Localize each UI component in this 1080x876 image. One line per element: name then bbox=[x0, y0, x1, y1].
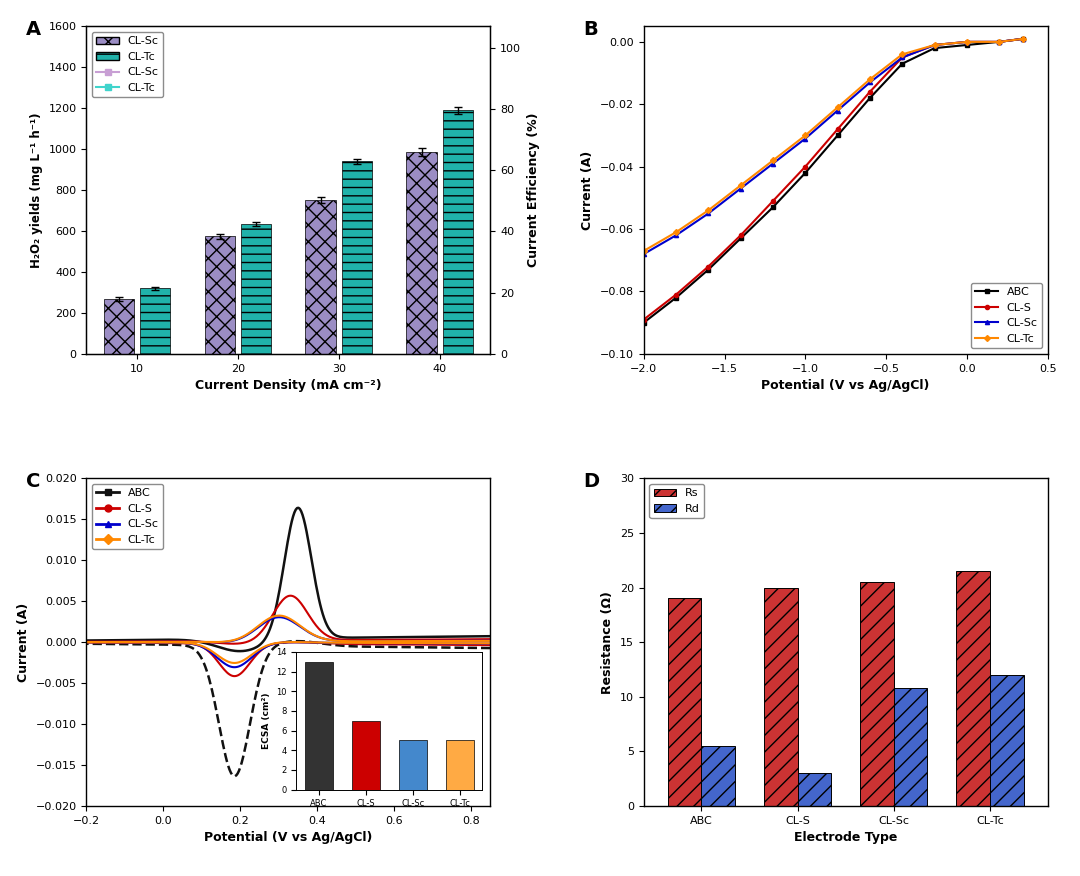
Text: B: B bbox=[583, 20, 598, 39]
CL-S bbox=[734, 230, 747, 241]
CL-Sc bbox=[670, 230, 683, 241]
Legend: ABC, CL-S, CL-Sc, CL-Tc: ABC, CL-S, CL-Sc, CL-Tc bbox=[92, 484, 163, 549]
X-axis label: Electrode Type: Electrode Type bbox=[794, 831, 897, 844]
CL-Sc bbox=[637, 249, 650, 259]
CL-S bbox=[895, 53, 908, 63]
Bar bbox=[406, 152, 436, 354]
Bar bbox=[701, 745, 735, 806]
Bar bbox=[306, 201, 336, 354]
Bar bbox=[443, 110, 473, 354]
CL-Sc bbox=[863, 77, 876, 88]
CL-Sc bbox=[960, 37, 973, 47]
CL-Tc bbox=[734, 180, 747, 191]
Bar bbox=[956, 571, 990, 806]
CL-S bbox=[832, 124, 845, 135]
CL-Sc bbox=[928, 39, 941, 50]
Bar bbox=[860, 582, 894, 806]
CL-Tc bbox=[702, 205, 715, 215]
CL-Tc bbox=[799, 131, 812, 141]
CL-Tc bbox=[928, 39, 941, 50]
Line: ABC: ABC bbox=[642, 37, 1025, 325]
CL-Sc bbox=[767, 159, 780, 169]
CL-Sc bbox=[1017, 33, 1030, 44]
CL-Tc bbox=[637, 245, 650, 256]
CL-Tc bbox=[767, 155, 780, 166]
ABC bbox=[960, 39, 973, 50]
Line: CL-Sc: CL-Sc bbox=[642, 37, 1025, 256]
Text: A: A bbox=[26, 20, 41, 39]
ABC bbox=[670, 293, 683, 303]
CL-Sc bbox=[799, 133, 812, 144]
ABC bbox=[895, 59, 908, 69]
CL-S bbox=[928, 39, 941, 50]
Legend: ABC, CL-S, CL-Sc, CL-Tc: ABC, CL-S, CL-Sc, CL-Tc bbox=[971, 283, 1042, 349]
Text: D: D bbox=[583, 472, 599, 491]
CL-S bbox=[1017, 33, 1030, 44]
CL-Tc bbox=[960, 37, 973, 47]
CL-Tc bbox=[670, 227, 683, 237]
CL-Sc bbox=[702, 208, 715, 219]
CL-Sc bbox=[895, 53, 908, 63]
Bar bbox=[204, 237, 234, 354]
CL-Sc bbox=[993, 37, 1005, 47]
Bar bbox=[990, 675, 1024, 806]
ABC bbox=[928, 43, 941, 53]
ABC bbox=[702, 265, 715, 275]
Line: CL-S: CL-S bbox=[642, 37, 1025, 321]
CL-S bbox=[767, 195, 780, 206]
Legend: Rs, Rd: Rs, Rd bbox=[649, 484, 704, 519]
Bar bbox=[798, 774, 832, 806]
CL-Tc bbox=[895, 49, 908, 60]
Line: CL-Tc: CL-Tc bbox=[642, 37, 1025, 253]
CL-S bbox=[863, 87, 876, 97]
Bar bbox=[667, 598, 701, 806]
CL-Sc bbox=[734, 183, 747, 194]
ABC bbox=[863, 93, 876, 103]
CL-Sc bbox=[832, 105, 845, 116]
CL-S bbox=[993, 37, 1005, 47]
CL-S bbox=[637, 314, 650, 325]
ABC bbox=[993, 37, 1005, 47]
CL-Tc bbox=[832, 102, 845, 113]
Bar bbox=[140, 288, 171, 354]
Bar bbox=[894, 688, 928, 806]
Text: C: C bbox=[26, 472, 40, 491]
Y-axis label: Resistance (Ω): Resistance (Ω) bbox=[602, 590, 615, 694]
CL-S bbox=[799, 161, 812, 172]
X-axis label: Potential (V vs Ag/AgCl): Potential (V vs Ag/AgCl) bbox=[204, 831, 373, 844]
Bar bbox=[104, 299, 134, 354]
X-axis label: Potential (V vs Ag/AgCl): Potential (V vs Ag/AgCl) bbox=[761, 379, 930, 392]
Bar bbox=[241, 224, 271, 354]
Bar bbox=[342, 161, 373, 354]
Y-axis label: H₂O₂ yields (mg L⁻¹ h⁻¹): H₂O₂ yields (mg L⁻¹ h⁻¹) bbox=[30, 112, 43, 268]
CL-S bbox=[702, 261, 715, 272]
CL-Tc bbox=[993, 37, 1005, 47]
Y-axis label: Current (A): Current (A) bbox=[581, 151, 594, 230]
CL-S bbox=[960, 37, 973, 47]
ABC bbox=[637, 317, 650, 328]
ABC bbox=[832, 131, 845, 141]
ABC bbox=[1017, 33, 1030, 44]
ABC bbox=[767, 202, 780, 213]
ABC bbox=[734, 233, 747, 244]
CL-S bbox=[670, 289, 683, 300]
ABC bbox=[799, 167, 812, 178]
Bar bbox=[764, 588, 798, 806]
CL-Tc bbox=[863, 74, 876, 85]
X-axis label: Current Density (mA cm⁻²): Current Density (mA cm⁻²) bbox=[195, 379, 381, 392]
Legend: CL-Sc, CL-Tc, CL-Sc, CL-Tc: CL-Sc, CL-Tc, CL-Sc, CL-Tc bbox=[92, 32, 163, 97]
CL-Tc bbox=[1017, 33, 1030, 44]
Y-axis label: Current (A): Current (A) bbox=[17, 603, 30, 682]
Y-axis label: Current Efficiency (%): Current Efficiency (%) bbox=[527, 113, 540, 267]
